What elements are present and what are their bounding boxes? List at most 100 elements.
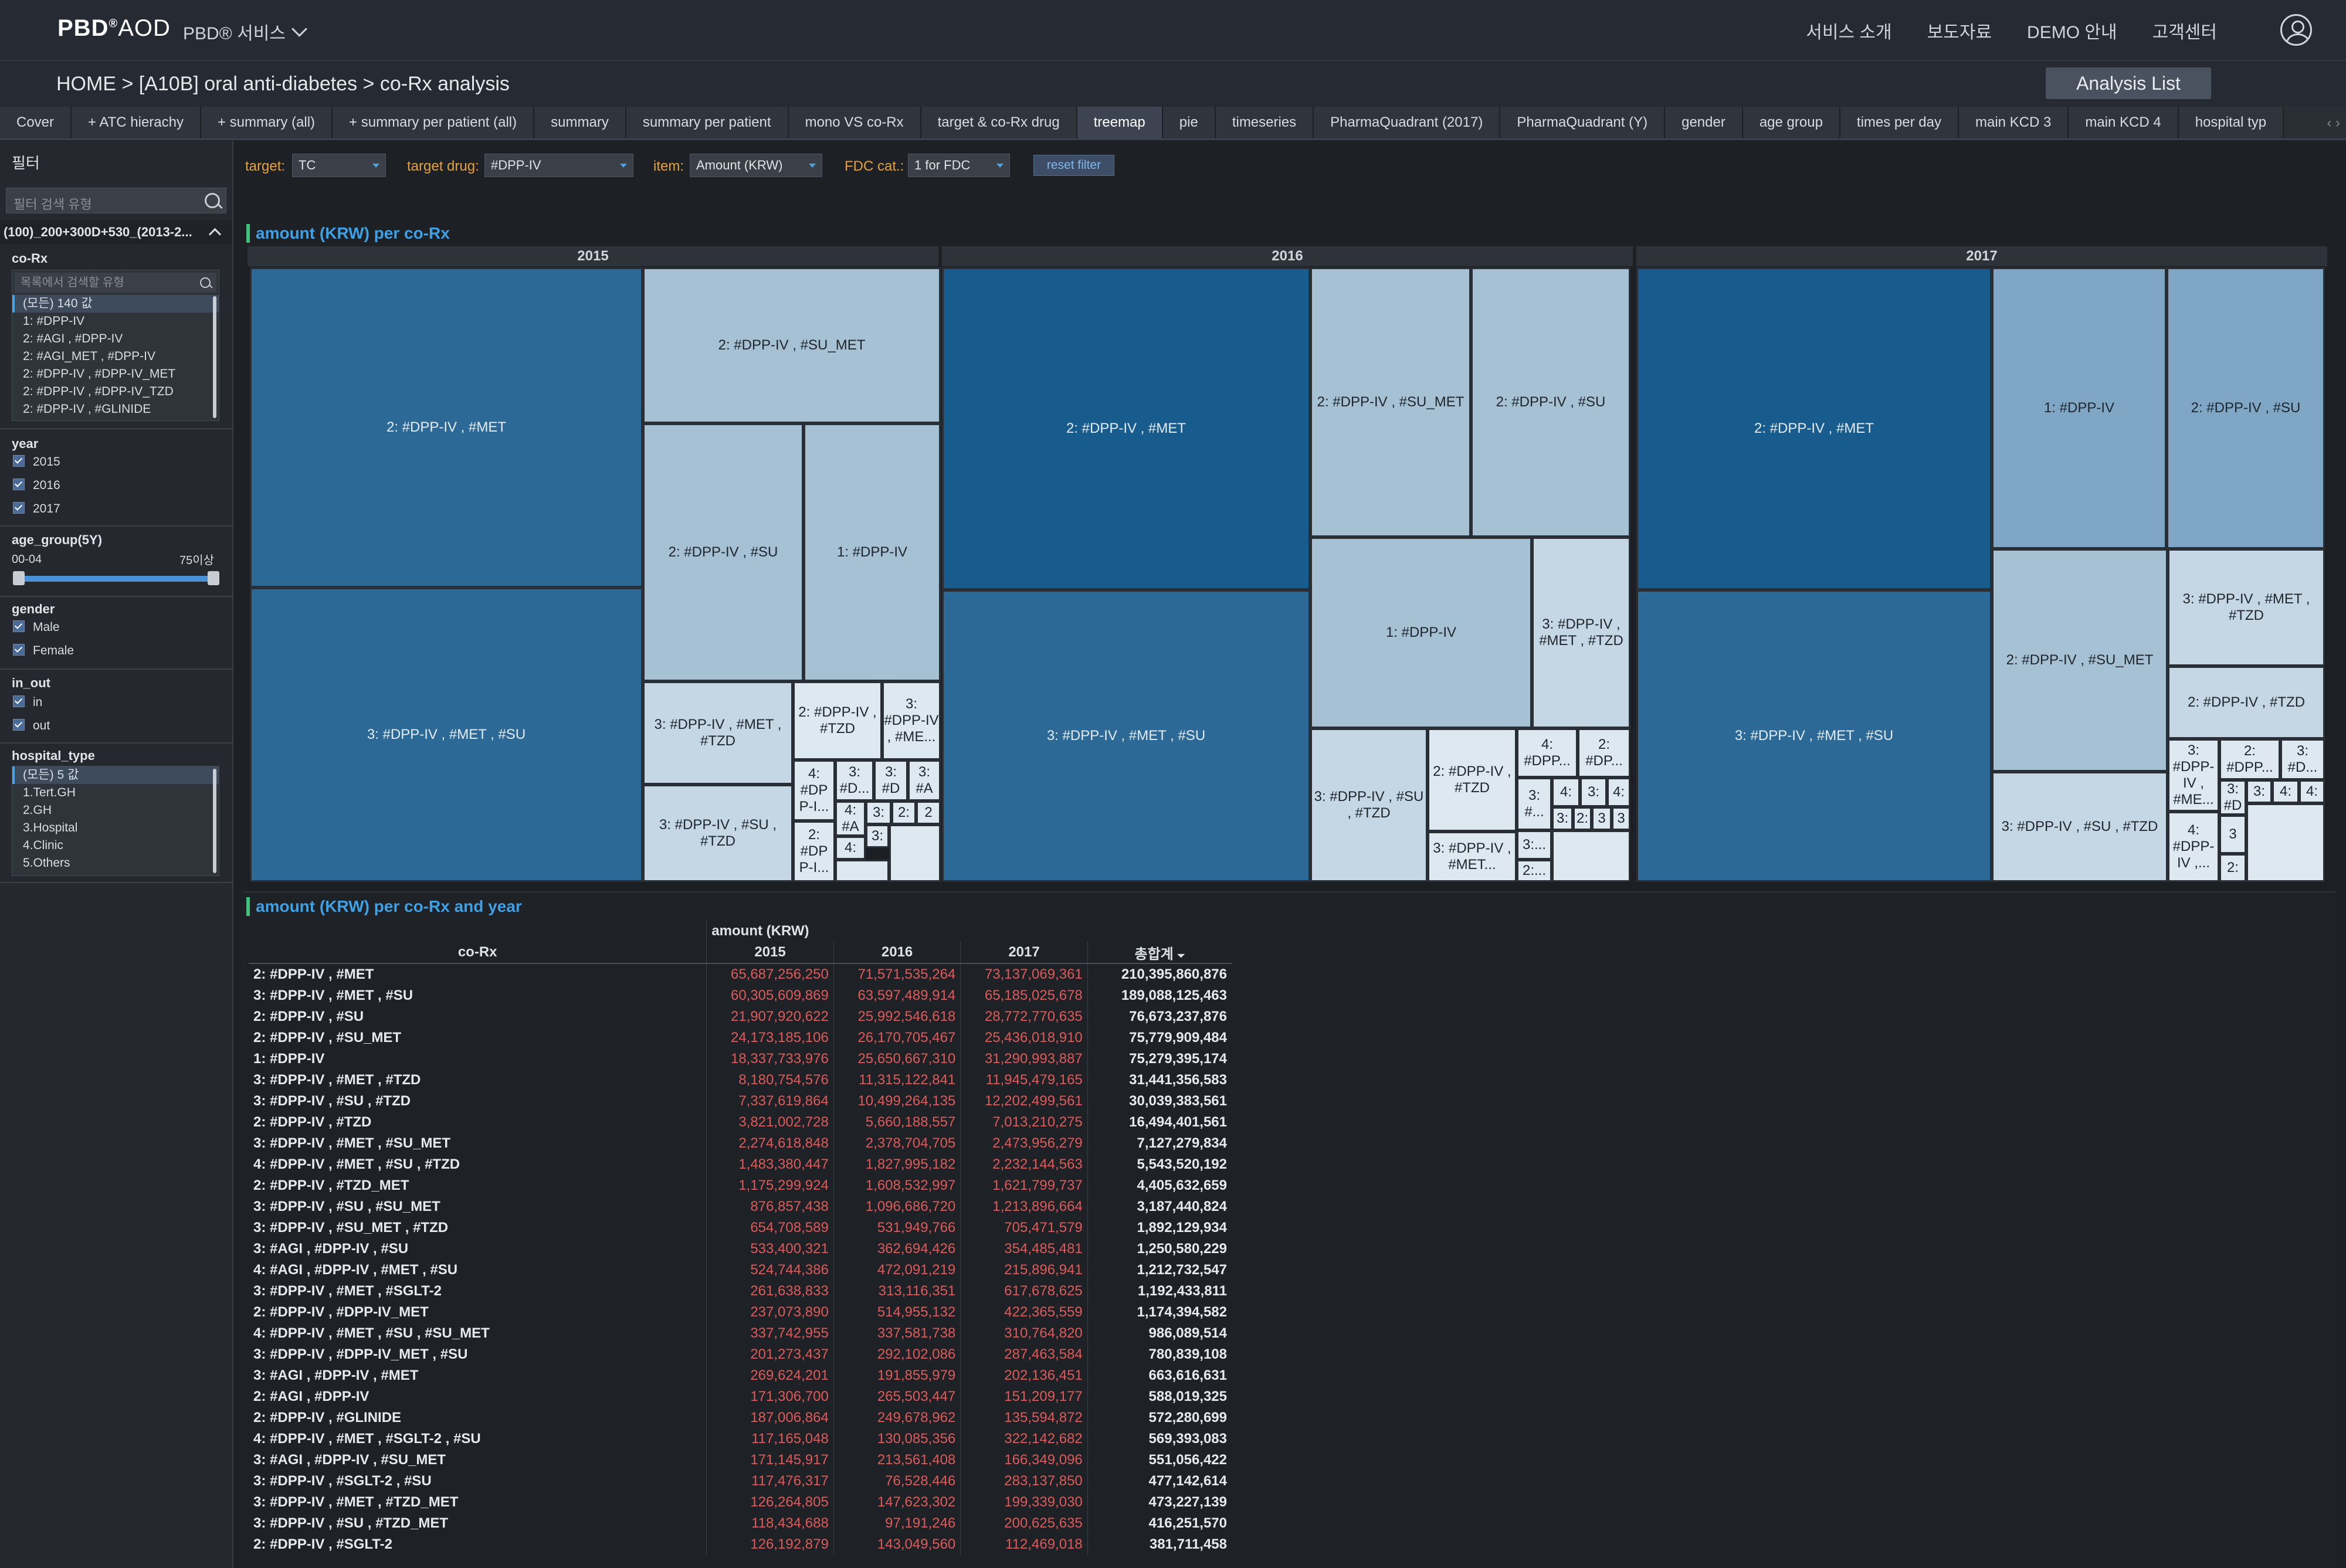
treemap-cell[interactable]: 2: bbox=[1573, 807, 1592, 830]
treemap-cell[interactable]: 2: bbox=[2219, 854, 2246, 882]
treemap-cell[interactable]: 4: #DP P-I... bbox=[793, 760, 835, 821]
tab-item[interactable]: age group bbox=[1742, 107, 1840, 138]
treemap-cell[interactable]: 3:... bbox=[1517, 830, 1552, 860]
treemap-cell-small-group[interactable] bbox=[1552, 830, 1630, 882]
treemap-cell[interactable]: 1: #DPP-IV bbox=[1310, 537, 1532, 728]
treemap-cell[interactable]: 3: #DPP-IV , #MET , #SU bbox=[942, 590, 1310, 882]
treemap-cell[interactable]: 2: #DPP-IV , #TZD bbox=[2168, 666, 2325, 739]
year-checkbox[interactable]: 2016 bbox=[13, 477, 60, 494]
slider-handle-min[interactable] bbox=[13, 571, 25, 585]
treemap-cell[interactable]: 3: #DPP-IV , #MET , #SU bbox=[1636, 590, 1992, 882]
treemap-cell[interactable]: 3: bbox=[866, 801, 891, 824]
tab-item[interactable]: times per day bbox=[1840, 107, 1959, 138]
corx-list-item[interactable]: 2: #DPP-IV , #DPP-IV_TZD bbox=[23, 385, 174, 398]
tab-item[interactable]: PharmaQuadrant (Y) bbox=[1500, 107, 1666, 138]
corx-list-item[interactable]: 2: #DPP-IV , #DPP-IV_MET bbox=[23, 367, 176, 381]
tab-item[interactable]: gender bbox=[1665, 107, 1743, 138]
table-column-header[interactable]: 2015 bbox=[706, 942, 834, 964]
treemap-cell[interactable]: 4: bbox=[835, 836, 866, 860]
treemap-cell[interactable]: 4: #A bbox=[835, 801, 866, 836]
slider-handle-max[interactable] bbox=[208, 571, 219, 585]
treemap-cell-small-group[interactable] bbox=[889, 824, 941, 882]
gender-checkbox[interactable]: Male bbox=[13, 619, 60, 636]
treemap-cell[interactable]: 3 bbox=[1612, 807, 1630, 830]
treemap-cell[interactable]: 2: #DPP-IV , #SU_MET bbox=[1310, 267, 1471, 537]
corx-list-item[interactable]: 2: #DPP-IV , #GLINIDE bbox=[23, 402, 151, 416]
treemap-cell[interactable]: 3: #D... bbox=[835, 760, 874, 801]
treemap-cell[interactable]: 3: #DPP-IV , #MET... bbox=[1428, 831, 1517, 882]
treemap-cell[interactable]: 2: #DPP-IV , #MET bbox=[1636, 267, 1992, 590]
data-source-selector[interactable]: (100)_200+300D+530_(2013-2... bbox=[0, 220, 232, 244]
corx-list-item[interactable]: 2: #AGI , #DPP-IV bbox=[23, 332, 123, 345]
treemap-cell[interactable]: 4: bbox=[2299, 780, 2325, 803]
treemap-cell[interactable]: 2: #DPP-IV , #TZD bbox=[1428, 728, 1517, 831]
treemap-cell[interactable]: 3: #... bbox=[1517, 778, 1552, 830]
treemap-cell-small-group[interactable] bbox=[835, 860, 889, 882]
analysis-list-button[interactable]: Analysis List bbox=[2046, 67, 2211, 99]
tab-item[interactable]: Cover bbox=[0, 107, 72, 138]
treemap-cell[interactable]: 2: #DP... bbox=[1578, 728, 1630, 778]
scrollbar[interactable] bbox=[213, 296, 216, 418]
treemap-cell[interactable]: 3 bbox=[2219, 815, 2246, 854]
treemap-cell[interactable]: 3: bbox=[1580, 778, 1607, 807]
treemap-cell[interactable]: 4: #DPP... bbox=[1517, 728, 1578, 778]
treemap-cell[interactable]: 4: bbox=[1552, 778, 1580, 807]
corx-filter-list[interactable]: 목록에서 검색할 유형 (모든) 140 값 1: #DPP-IV 2: #AGI … bbox=[12, 270, 219, 421]
treemap-cell[interactable]: 2: #DP P-I... bbox=[793, 821, 835, 882]
treemap-cell[interactable]: 3: #DPP-IV , #MET , #TZD bbox=[2168, 549, 2325, 666]
treemap-cell[interactable]: 3: #DPP-IV , #ME... bbox=[882, 681, 941, 760]
target-drug-dropdown[interactable]: #DPP-IV bbox=[484, 154, 633, 177]
tab-item[interactable]: treemap bbox=[1077, 107, 1163, 138]
corx-list-item[interactable]: (모든) 140 값 bbox=[12, 295, 219, 313]
treemap-cell[interactable]: 3: #D bbox=[874, 760, 908, 801]
treemap-cell[interactable]: 4: bbox=[1607, 778, 1630, 807]
treemap-cell[interactable]: 3: #DPP-IV , #MET , #SU bbox=[250, 588, 643, 882]
inout-checkbox[interactable]: in bbox=[13, 694, 42, 711]
treemap-cell[interactable]: 3: #D bbox=[2219, 780, 2246, 815]
gender-checkbox[interactable]: Female bbox=[13, 643, 74, 659]
scrollbar[interactable] bbox=[213, 769, 216, 873]
corx-search-input[interactable]: 목록에서 검색할 유형 bbox=[15, 273, 216, 293]
hospital-list-item[interactable]: 2.GH bbox=[23, 803, 52, 817]
treemap-cell[interactable]: 3: #DPP-IV , #ME... bbox=[2168, 739, 2219, 812]
treemap-cell[interactable]: 3: #DPP-IV , #MET , #TZD bbox=[1532, 537, 1630, 728]
treemap-cell[interactable]: 2: #DPP-IV , #SU bbox=[2167, 267, 2325, 549]
sort-icon[interactable]: ⏷ bbox=[1177, 951, 1185, 961]
item-dropdown[interactable]: Amount (KRW) bbox=[690, 154, 822, 177]
reset-filter-button[interactable]: reset filter bbox=[1033, 155, 1114, 176]
hospital-list-item[interactable]: 1.Tert.GH bbox=[23, 786, 76, 799]
tab-item[interactable]: target & co-Rx drug bbox=[921, 107, 1077, 138]
treemap-cell[interactable]: 3: #DPP-IV , #SU , #TZD bbox=[643, 785, 793, 882]
treemap-cell[interactable]: 2: #DPP-IV , #SU bbox=[1471, 267, 1630, 537]
table-column-header[interactable]: 2016 bbox=[833, 942, 961, 964]
filter-search-input[interactable]: 필터 검색 유형 bbox=[6, 188, 226, 213]
age-range-slider[interactable] bbox=[13, 571, 219, 585]
nav-link[interactable]: 고객센터 bbox=[2152, 23, 2217, 42]
treemap-cell[interactable]: 3 bbox=[1592, 807, 1612, 830]
search-icon[interactable] bbox=[200, 277, 211, 288]
tab-item[interactable]: + summary (all) bbox=[201, 107, 333, 138]
treemap-cell[interactable]: 3: #DPP-IV , #SU , #TZD bbox=[1310, 728, 1428, 882]
treemap-cell[interactable]: 3: #A bbox=[908, 760, 941, 801]
tab-item[interactable]: summary bbox=[534, 107, 626, 138]
tab-item[interactable]: summary per patient bbox=[626, 107, 789, 138]
tab-item[interactable]: pie bbox=[1162, 107, 1216, 138]
nav-link[interactable]: 보도자료 bbox=[1927, 23, 1992, 42]
tab-item[interactable]: mono VS co-Rx bbox=[788, 107, 921, 138]
treemap-cell[interactable]: 3: #DPP-IV , #MET , #TZD bbox=[643, 681, 793, 785]
tab-item[interactable]: timeseries bbox=[1215, 107, 1314, 138]
treemap-cell[interactable]: 4: #DPP-IV ,... bbox=[2168, 812, 2219, 882]
hospital-list-item[interactable]: 4.Clinic bbox=[23, 839, 63, 852]
chevron-up-icon[interactable] bbox=[208, 228, 222, 241]
tab-item[interactable]: PharmaQuadrant (2017) bbox=[1314, 107, 1501, 138]
hospital-filter-list[interactable]: (모든) 5 값 1.Tert.GH 2.GH 3.Hospital 4.Clinic 5… bbox=[12, 766, 219, 876]
fdc-dropdown[interactable]: 1 for FDC bbox=[908, 154, 1010, 177]
treemap-cell[interactable]: 2:... bbox=[1517, 860, 1552, 882]
treemap-cell[interactable]: 3: #D... bbox=[2280, 739, 2325, 780]
table-column-header[interactable]: 2017 bbox=[960, 942, 1088, 964]
treemap-cell[interactable]: 2: #DPP-IV , #MET bbox=[942, 267, 1310, 590]
year-checkbox[interactable]: 2015 bbox=[13, 454, 60, 470]
nav-link[interactable]: DEMO 안내 bbox=[2027, 23, 2117, 42]
treemap-cell[interactable]: 2: #DPP-IV , #TZD bbox=[793, 681, 882, 760]
tab-item[interactable]: hospital typ bbox=[2178, 107, 2284, 138]
